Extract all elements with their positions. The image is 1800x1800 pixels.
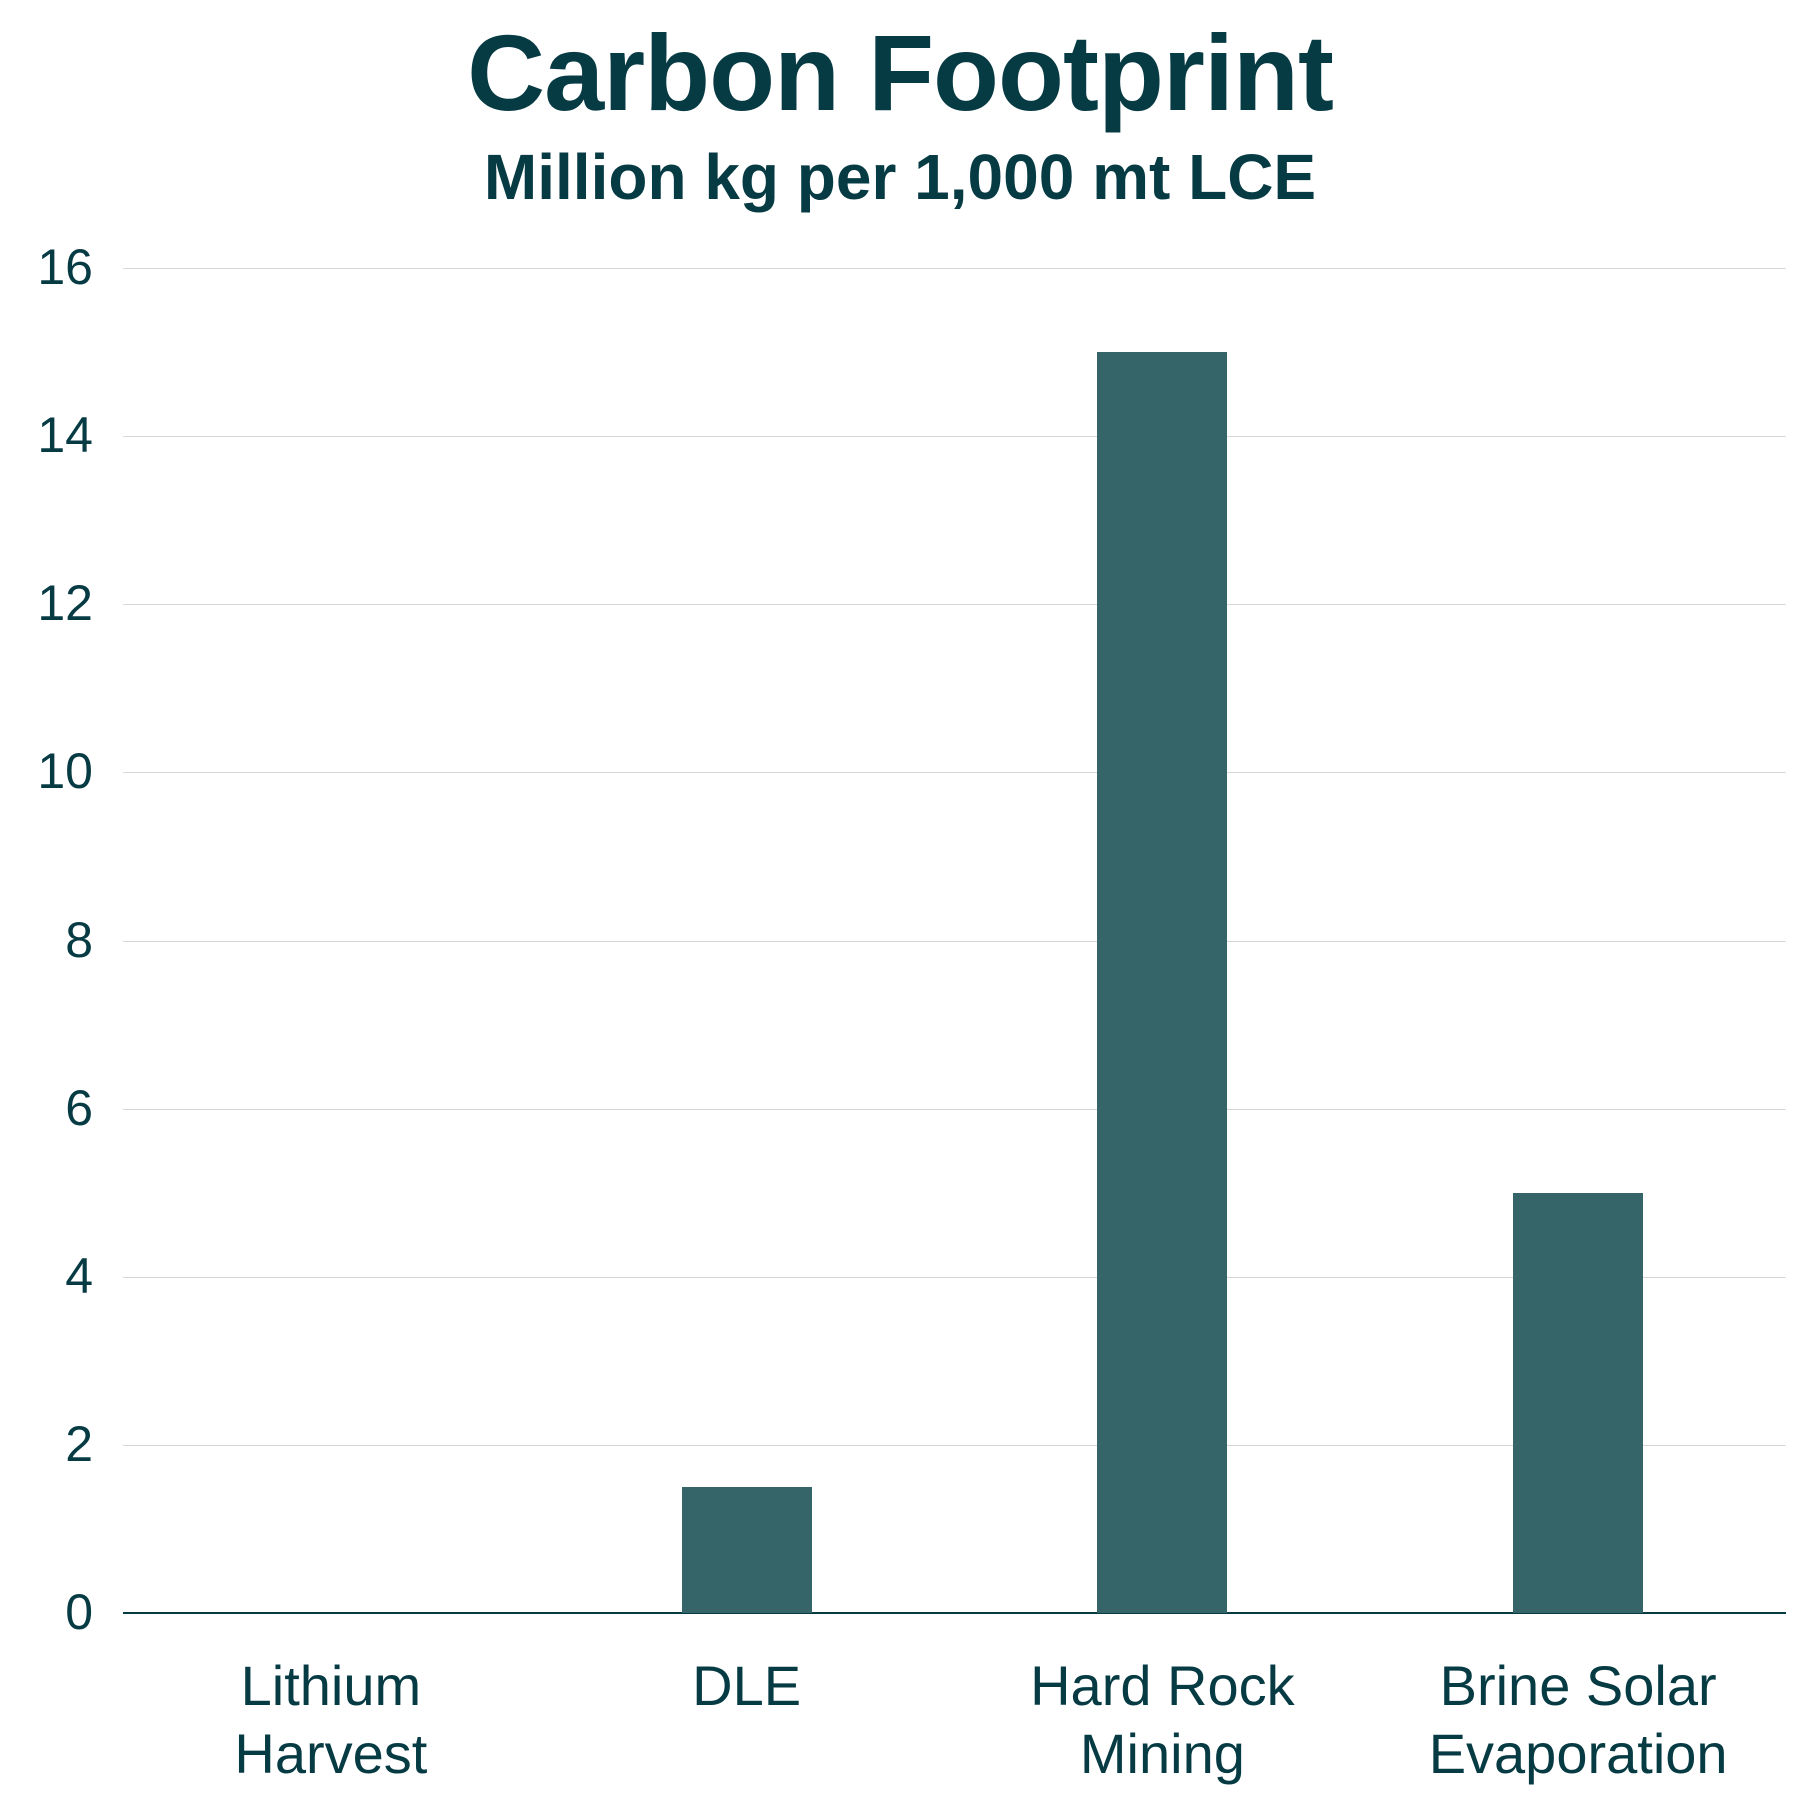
x-tick-label: Lithium Harvest	[234, 1654, 428, 1785]
x-tick-label: Brine Solar Evaporation	[1428, 1654, 1728, 1785]
y-tick-label: 16	[37, 239, 93, 295]
y-tick-label: 8	[65, 911, 93, 968]
y-tick-label: 12	[37, 575, 93, 632]
y-tick-label: 4	[65, 1247, 93, 1304]
x-axis-line	[123, 1612, 1786, 1614]
gridline	[123, 268, 1786, 269]
gridline	[123, 1108, 1786, 1110]
chart-subtitle: Million kg per 1,000 mt LCE	[483, 141, 1317, 213]
bar	[681, 1486, 812, 1613]
gridline	[123, 1276, 1786, 1278]
chart-title: Carbon Footprint	[467, 12, 1334, 133]
y-tick-label: 2	[65, 1415, 93, 1472]
gridline	[123, 1444, 1786, 1446]
x-tick-label: Hard Rock Mining	[1030, 1654, 1295, 1785]
y-tick-label: 10	[37, 743, 93, 800]
gridline	[123, 604, 1786, 606]
y-tick-label: 14	[37, 407, 93, 464]
y-tick-label: 6	[65, 1079, 93, 1136]
gridline	[123, 772, 1786, 774]
gridline	[123, 940, 1786, 942]
x-tick-label: DLE	[692, 1654, 802, 1717]
gridline	[123, 436, 1786, 438]
bar	[1097, 352, 1228, 1613]
plot-area: 0 2 4 6 8 10 12 14 16	[37, 242, 1786, 1637]
bar	[1513, 1192, 1644, 1613]
y-tick-label: 0	[65, 1584, 93, 1640]
